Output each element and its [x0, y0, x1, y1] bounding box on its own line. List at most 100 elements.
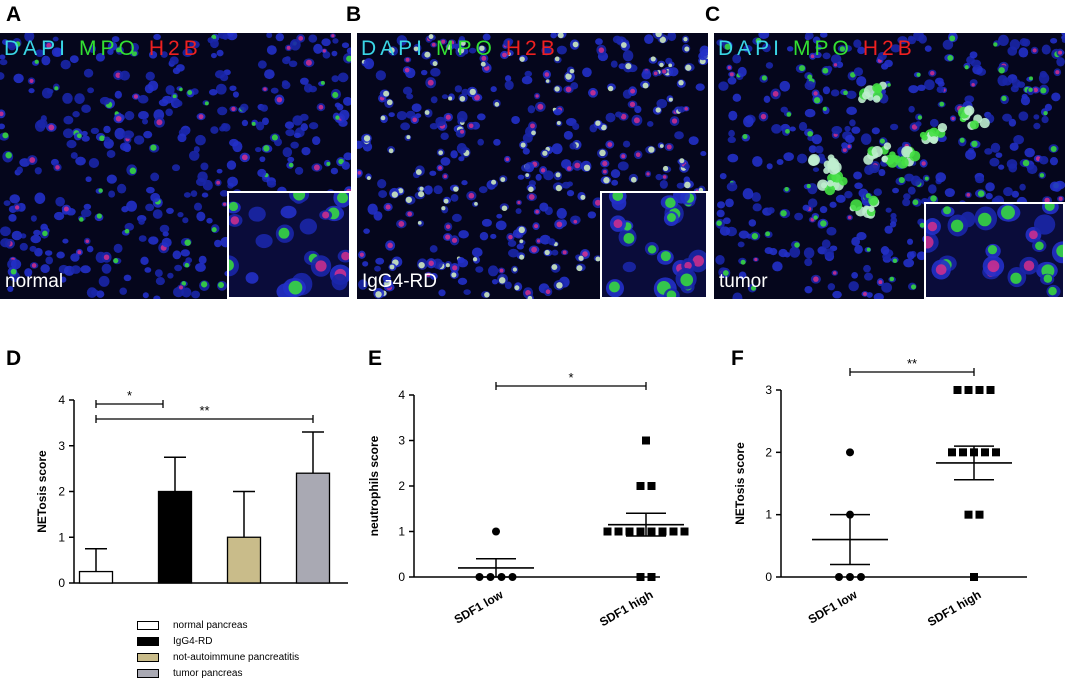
nucleus-cell — [814, 145, 824, 154]
mpo-signal — [569, 68, 575, 74]
mpo-signal — [366, 176, 371, 180]
legend-item: normal pancreas — [137, 617, 299, 633]
nucleus-cell — [1002, 113, 1012, 122]
nucleus-cell — [776, 158, 784, 166]
mpo-signal — [484, 292, 490, 298]
nucleus-cell — [890, 44, 901, 53]
mpo-signal — [1040, 87, 1047, 94]
nucleus-cell — [293, 132, 301, 139]
nucleus-cell — [668, 67, 679, 77]
inset-tumor — [924, 202, 1065, 299]
mpo-signal — [949, 35, 956, 42]
mpo-signal — [910, 284, 917, 290]
nucleus-cell — [1008, 118, 1017, 127]
nucleus-cell — [846, 90, 857, 100]
nucleus-cell — [145, 203, 155, 212]
y-axis-label: NETosis score — [35, 450, 49, 533]
nucleus-cell — [719, 226, 731, 236]
y-tick-label: 3 — [398, 434, 405, 448]
data-point — [846, 573, 854, 581]
nucleus-cell — [822, 52, 831, 60]
nucleus-cell — [90, 127, 100, 135]
mpo-signal — [750, 285, 757, 291]
h2b-signal — [832, 271, 837, 275]
nucleus-cell — [1003, 187, 1013, 197]
nucleus-cell — [113, 243, 123, 253]
nucleus-cell — [99, 96, 111, 105]
nucleus-cell — [716, 209, 725, 218]
nucleus-cell — [62, 92, 73, 104]
nucleus-cell — [210, 38, 219, 49]
neutrophil-cluster — [824, 184, 836, 196]
neutrophil-cluster — [883, 142, 892, 150]
nucleus-cell — [807, 198, 818, 208]
neutrophil-cluster — [937, 122, 948, 133]
nucleus-cell — [191, 290, 201, 299]
mpo-signal — [820, 220, 827, 227]
nucleus-cell — [471, 247, 483, 258]
nucleus-cell — [214, 239, 222, 248]
nucleus-cell — [738, 271, 747, 280]
nucleus-cell — [0, 226, 11, 237]
nucleus-cell — [167, 272, 174, 279]
nucleus-cell — [363, 58, 375, 70]
h2b-signal — [684, 106, 688, 111]
nucleus-cell — [55, 196, 65, 207]
nucleus-cell — [7, 285, 14, 293]
nucleus-cell — [172, 67, 181, 75]
mpo-signal — [405, 196, 412, 203]
mpo-signal — [375, 291, 382, 298]
h2b-signal — [1023, 260, 1035, 271]
mpo-signal — [525, 173, 530, 177]
nucleus-cell — [766, 163, 773, 170]
nucleus-cell — [752, 203, 762, 212]
nucleus-cell — [321, 38, 331, 47]
nucleus-cell — [280, 205, 297, 219]
nucleus-cell — [725, 198, 734, 208]
h2b-signal — [684, 261, 692, 270]
nucleus-cell — [375, 257, 385, 265]
nucleus-cell — [119, 287, 127, 295]
nucleus-cell — [527, 105, 536, 114]
h2b-signal — [582, 251, 588, 257]
nucleus-cell — [853, 67, 864, 77]
mpo-signal — [415, 169, 422, 175]
nucleus-cell — [429, 170, 437, 176]
nucleus-cell — [928, 184, 937, 194]
mpo-signal — [184, 239, 191, 246]
nucleus-cell — [196, 211, 206, 222]
nucleus-cell — [617, 161, 629, 171]
legend-item: not-autoimmune pancreatitis — [137, 649, 299, 665]
nucleus-cell — [257, 60, 267, 69]
nucleus-cell — [375, 70, 386, 81]
neutrophil-cluster — [850, 199, 863, 212]
h2b-signal — [305, 59, 312, 66]
h2b-signal — [1029, 230, 1038, 240]
mpo-signal — [1056, 244, 1063, 258]
nucleus-cell — [159, 224, 170, 233]
nucleus-cell — [547, 238, 556, 246]
nucleus-cell — [0, 123, 5, 130]
neutrophil-cluster — [808, 155, 819, 167]
nucleus-cell — [556, 45, 567, 55]
nucleus-cell — [763, 95, 771, 103]
nucleus-cell — [60, 59, 71, 70]
nucleus-cell — [908, 105, 915, 113]
nucleus-cell — [406, 93, 414, 100]
nucleus-cell — [206, 217, 213, 224]
mpo-signal — [187, 90, 193, 96]
mpo-signal — [184, 262, 190, 268]
mpo-signal — [839, 46, 846, 52]
h2b-signal — [230, 216, 240, 225]
panel-letter-a: A — [6, 3, 22, 26]
mpo-signal — [432, 61, 438, 67]
nucleus-cell — [882, 252, 891, 261]
mpo-signal — [813, 215, 818, 220]
nucleus-cell — [114, 127, 126, 140]
h2b-signal — [223, 202, 227, 206]
mpo-signal — [665, 197, 676, 208]
nucleus-cell — [889, 221, 897, 228]
nucleus-cell — [34, 167, 42, 175]
nucleus-cell — [688, 136, 699, 145]
